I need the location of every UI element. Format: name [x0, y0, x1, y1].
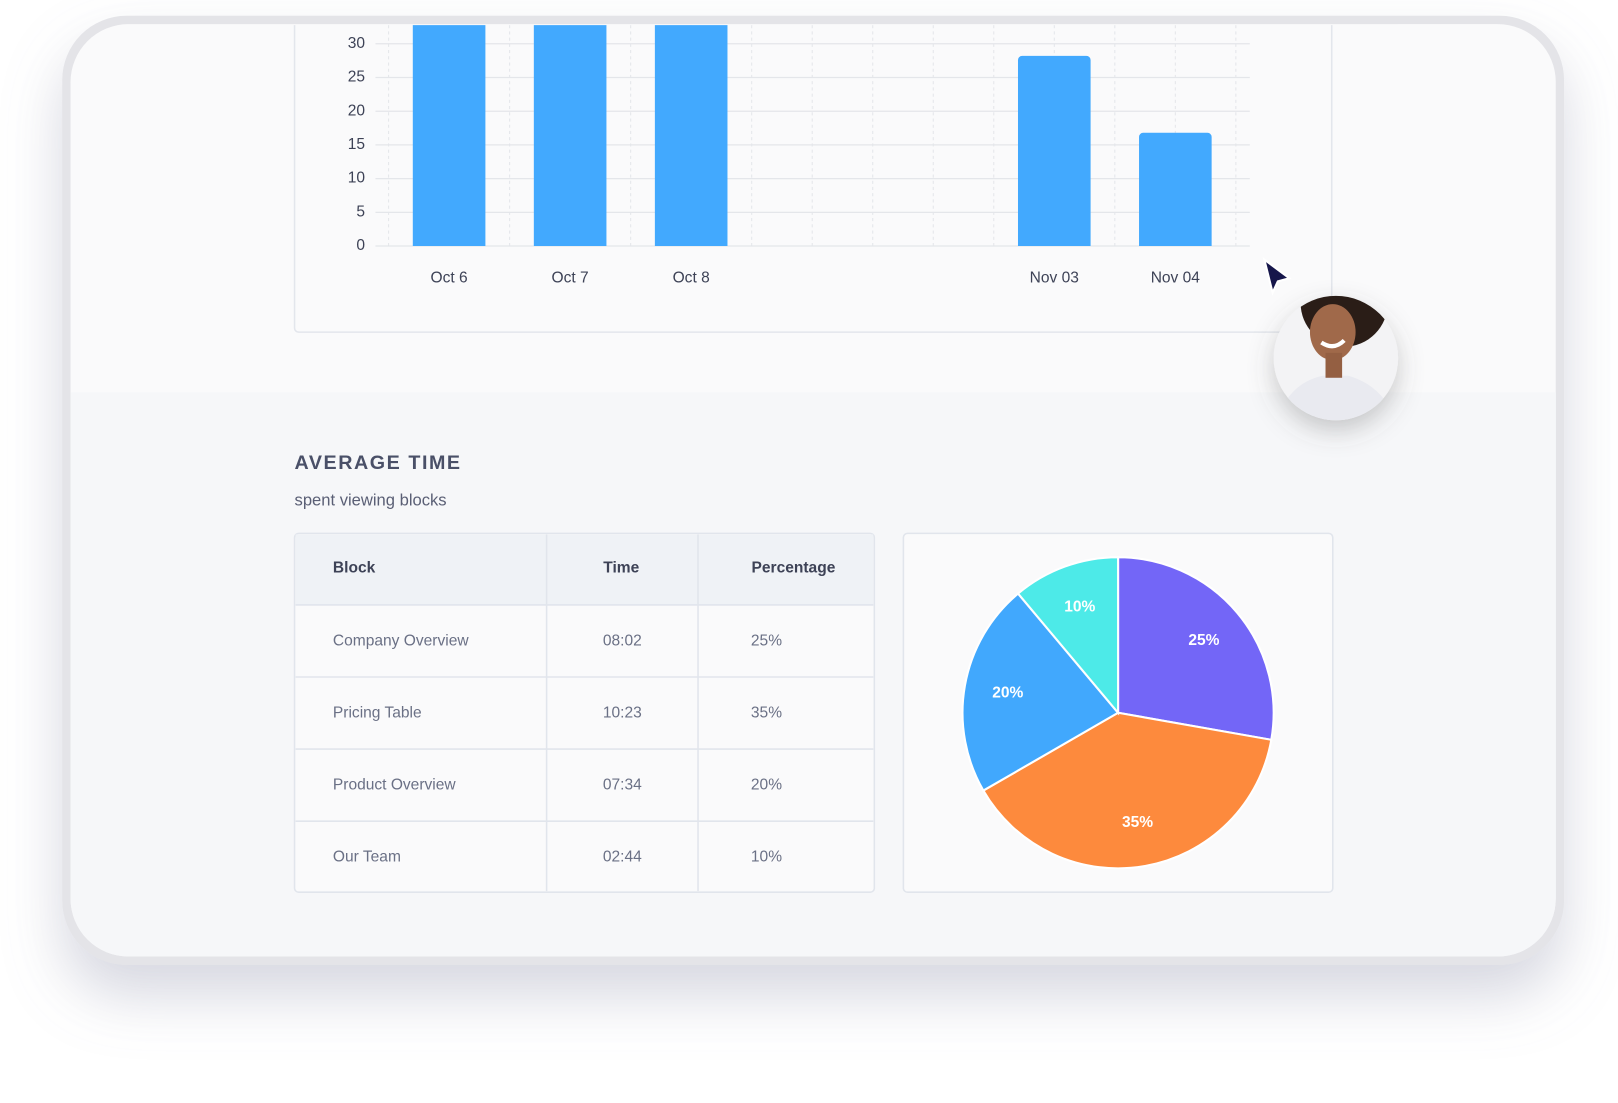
table-header: Percentage	[752, 560, 836, 577]
table-cell: Pricing Table	[333, 704, 422, 721]
bar	[533, 25, 607, 247]
bar	[1139, 132, 1212, 247]
table-cell: 10:23	[603, 704, 642, 721]
slice-label: 20%	[992, 684, 1023, 701]
x-tick-label: Nov 03	[1030, 269, 1079, 286]
y-tick-label: 10	[348, 170, 366, 187]
table-cell: Our Team	[333, 849, 401, 866]
cursor	[1262, 256, 1292, 296]
bar	[1017, 55, 1091, 247]
bar	[654, 25, 728, 247]
slice-label: 10%	[1064, 599, 1095, 616]
table-cell: Company Overview	[333, 632, 469, 649]
table: Block Time Percentage Company Overview 08:02…	[295, 534, 874, 892]
table-cell: 08:02	[603, 632, 642, 649]
table-cell: 35%	[751, 704, 782, 721]
table-cell: Product Overview	[333, 776, 456, 793]
section-subtitle: spent viewing blocks	[295, 491, 447, 510]
y-tick-label: 5	[356, 203, 365, 220]
section-title: AVERAGE TIME	[295, 452, 462, 474]
slice-label: 25%	[1188, 632, 1219, 649]
table-cell: 10%	[751, 849, 782, 866]
table-header-bg	[295, 534, 874, 605]
bar	[412, 25, 486, 247]
pie: 25% 35% 20% 10%	[961, 556, 1275, 870]
table-cell: 20%	[751, 776, 782, 793]
y-tick-label: 20	[348, 102, 366, 119]
table-cell: 02:44	[603, 849, 642, 866]
pie-slice	[981, 711, 1273, 870]
table-cell: 25%	[751, 632, 782, 649]
table-header: Time	[603, 560, 639, 577]
y-tick-label: 25	[348, 69, 365, 86]
pie-slice	[1016, 556, 1120, 716]
x-tick-label: Oct 7	[552, 269, 589, 286]
slice-label: 35%	[1122, 814, 1153, 831]
y-tick-label: 30	[348, 35, 366, 52]
pie-slice	[961, 592, 1120, 792]
table-cell: 07:34	[603, 776, 642, 793]
pie-slice	[1117, 556, 1275, 741]
y-tick-label: 15	[348, 136, 365, 153]
x-tick-label: Nov 04	[1151, 269, 1201, 286]
x-tick-label: Oct 8	[673, 269, 710, 286]
table-header: Block	[333, 560, 376, 577]
table-card	[293, 532, 876, 893]
y-tick-label: 0	[356, 237, 365, 254]
bar-plot	[375, 25, 1250, 247]
x-tick-label: Oct 6	[431, 269, 468, 286]
